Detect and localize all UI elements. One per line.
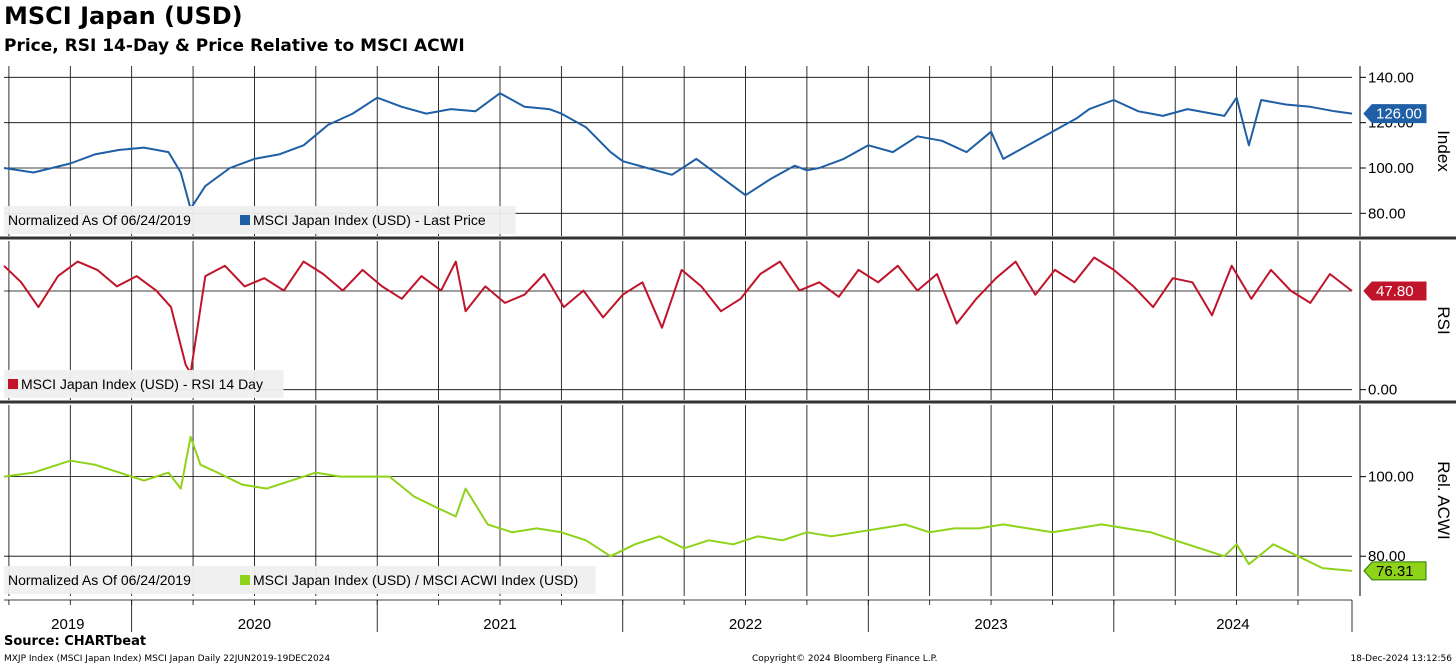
last-value-label: 126.00	[1376, 106, 1422, 123]
legend-label: MSCI Japan Index (USD) - RSI 14 Day	[21, 376, 263, 392]
y-axis-label: Index	[1434, 130, 1453, 172]
y-tick-label: 0.00	[1368, 382, 1397, 399]
y-tick-label: 100.00	[1368, 469, 1414, 486]
y-tick-label: 140.00	[1368, 69, 1414, 86]
x-tick-label: 2020	[238, 616, 271, 633]
series-line	[3, 435, 1353, 572]
last-value-tag	[1363, 281, 1427, 301]
y-axis-label: RSI	[1434, 306, 1453, 334]
legend-label: MSCI Japan Index (USD) - Last Price	[253, 212, 486, 228]
legend-box	[4, 370, 284, 398]
legend-box	[4, 566, 596, 594]
series-line	[3, 92, 1353, 210]
legend-swatch	[8, 379, 18, 389]
x-tick-label: 2022	[729, 616, 762, 633]
footer-left: MXJP Index (MSCI Japan Index) MSCI Japan…	[4, 654, 331, 664]
x-tick-label: 2021	[483, 616, 516, 633]
x-tick-label: 2024	[1216, 616, 1249, 633]
x-tick-label: 2023	[974, 616, 1007, 633]
footer-copyright: Copyright© 2024 Bloomberg Finance L.P.	[752, 654, 938, 664]
last-value-tag	[1363, 561, 1427, 581]
legend-swatch	[240, 215, 250, 225]
last-value-label: 76.31	[1376, 563, 1414, 580]
source-note: Source: CHARTbeat	[4, 634, 147, 649]
last-value-label: 47.80	[1376, 283, 1414, 300]
y-tick-label: 80.00	[1368, 205, 1406, 222]
chart-title: MSCI Japan (USD)	[4, 2, 243, 30]
legend-note: Normalized As Of 06/24/2019	[8, 572, 191, 588]
last-value-tag	[1363, 104, 1427, 124]
footer-timestamp: 18-Dec-2024 13:12:56	[1350, 654, 1452, 664]
series-line	[3, 256, 1353, 375]
legend-note: Normalized As Of 06/24/2019	[8, 212, 191, 228]
chart-subtitle: Price, RSI 14-Day & Price Relative to MS…	[4, 36, 465, 56]
y-tick-label: 100.00	[1368, 160, 1414, 177]
legend-label: MSCI Japan Index (USD) / MSCI ACWI Index…	[253, 572, 578, 588]
legend-swatch	[240, 575, 250, 585]
x-tick-label: 2019	[51, 616, 84, 633]
legend-box	[4, 206, 516, 234]
y-tick-label: 80.00	[1368, 548, 1406, 565]
y-axis-label: Rel. ACWI	[1434, 461, 1453, 539]
